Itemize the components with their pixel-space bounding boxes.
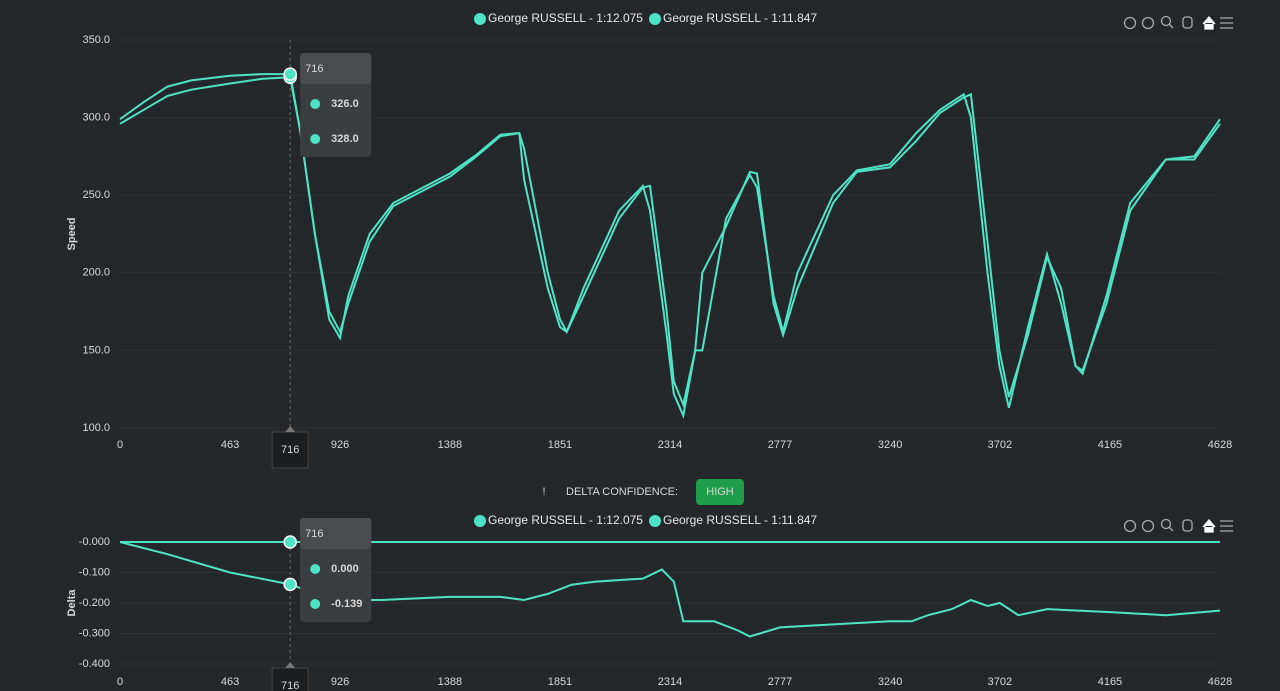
x-tick-label: 463 [221,439,239,451]
hover-point [283,535,297,549]
x-tick-label: 0 [117,676,123,688]
crosshair-arrow [285,426,296,432]
tooltip-value: -0.139 [331,598,362,610]
x-tick-label: 2314 [658,439,682,451]
y-tick-label: 200.0 [82,267,110,279]
x-tick-label: 1851 [548,676,572,688]
y-axis-title: Speed [66,217,78,250]
legend-marker [649,13,661,25]
legend-label: George RUSSELL - 1:12.075 [488,513,643,527]
y-axis-title: Delta [66,589,78,617]
x-tick-label: 1388 [438,439,462,451]
y-tick-label: -0.300 [79,627,110,639]
hover-point [283,577,297,592]
legend-label: George RUSSELL - 1:12.075 [488,11,643,25]
x-tick-label: 1851 [548,439,572,451]
x-tick-label: 926 [331,439,349,451]
series-line [119,76,1221,419]
y-tick-label: 350.0 [82,34,110,46]
legend-label: George RUSSELL - 1:11.847 [663,11,817,25]
x-tick-label: 4628 [1208,676,1232,688]
tooltip-header [300,518,372,549]
tooltip-marker [310,134,321,144]
y-tick-label: -0.100 [79,566,110,578]
x-tick-label: 3702 [988,439,1012,451]
crosshair-label: 716 [281,444,299,456]
y-tick-label: 300.0 [82,112,110,124]
tooltip-value: 328.0 [331,133,359,145]
x-tick-label: 3240 [878,676,902,688]
x-tick-label: 463 [221,676,239,688]
series-line [119,541,1221,638]
y-tick-label: 250.0 [82,189,110,201]
legend-marker [474,515,486,527]
tooltip-header [300,53,372,84]
x-tick-label: 2777 [768,439,792,451]
tooltip-title: 716 [305,528,323,540]
y-tick-label: 100.0 [82,422,110,434]
confidence-value: HIGH [706,486,734,498]
y-tick-label: -0.400 [79,658,110,670]
y-tick-label: 150.0 [82,344,110,356]
tooltip-title: 716 [305,63,323,75]
x-tick-label: 2314 [658,676,682,688]
x-tick-label: 4628 [1208,439,1232,451]
y-tick-label: -0.200 [79,597,110,609]
tooltip-value: 0.000 [331,563,359,575]
toolbar[interactable] [1123,15,1234,533]
x-tick-label: 4165 [1098,439,1122,451]
x-tick-label: 926 [331,676,349,688]
x-tick-label: 0 [117,439,123,451]
tooltip-marker [310,99,321,109]
tooltip-marker [310,599,321,609]
legend-label: George RUSSELL - 1:11.847 [663,513,817,527]
crosshair-arrow [285,662,296,668]
confidence-badge [696,479,744,505]
hover-point [283,67,297,81]
tooltip-marker [310,564,321,574]
x-tick-label: 3240 [878,439,902,451]
legend-marker [649,515,661,527]
y-tick-label: -0.000 [79,536,110,548]
x-tick-label: 4165 [1098,676,1122,688]
x-tick-label: 3702 [988,676,1012,688]
x-tick-label: 1388 [438,676,462,688]
legend-marker [474,13,486,25]
tooltip-value: 326.0 [331,98,359,110]
crosshair-label: 716 [281,680,299,691]
confidence-label: DELTA CONFIDENCE: [566,486,678,498]
x-tick-label: 2777 [768,676,792,688]
confidence-icon: ! [542,486,545,498]
series-line [119,73,1221,409]
